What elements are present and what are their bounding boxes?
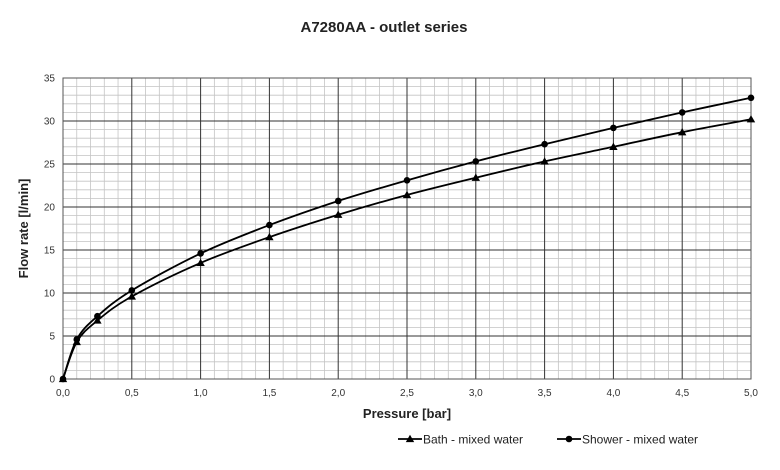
data-point: [94, 312, 101, 320]
x-tick-label: 3,5: [538, 388, 552, 399]
x-axis-ticks: 0,0 0,5 1,0 1,5 2,0 2,5 3,0 3,5 4,0 4,5 5,0: [56, 388, 758, 399]
series-layer: [58, 94, 756, 383]
data-point: [59, 375, 67, 383]
x-tick-label: 0,0: [56, 388, 70, 399]
data-point: [678, 127, 687, 136]
x-tick-label: 2,5: [400, 388, 414, 399]
data-point: [471, 173, 480, 181]
x-tick-label: 3,0: [469, 388, 483, 399]
data-point: [93, 316, 102, 324]
y-tick-label: 15: [44, 246, 56, 257]
x-tick-label: 1,5: [262, 388, 276, 399]
x-tick-label: 2,0: [331, 388, 345, 399]
y-tick-label: 10: [44, 289, 56, 300]
data-point: [609, 142, 618, 150]
y-tick-label: 35: [44, 74, 56, 85]
data-point: [746, 115, 756, 123]
data-point: [334, 210, 343, 218]
data-point: [127, 292, 136, 300]
x-tick-label: 1,0: [194, 388, 208, 399]
data-point: [196, 258, 205, 267]
x-tick-label: 5,0: [744, 388, 758, 399]
y-axis-label: Flow rate [l/min]: [16, 179, 31, 279]
data-point: [610, 124, 617, 132]
legend-label: Shower - mixed water: [582, 433, 698, 447]
y-tick-label: 30: [44, 117, 56, 128]
y-tick-label: 20: [44, 203, 56, 214]
chart-title: A7280AA - outlet series: [300, 19, 467, 36]
grid-major: [62, 77, 752, 380]
data-point: [334, 197, 342, 205]
legend-item: Bath - mixed water: [398, 433, 523, 447]
series-triangle: [58, 115, 756, 383]
legend-label: Bath - mixed water: [423, 433, 523, 447]
y-tick-label: 25: [44, 160, 56, 171]
data-point: [197, 250, 204, 257]
series-circle: [59, 94, 755, 383]
x-tick-label: 4,0: [606, 388, 620, 399]
data-point: [540, 157, 549, 165]
x-tick-label: 0,5: [125, 388, 139, 399]
data-point: [472, 158, 480, 165]
data-point: [265, 232, 274, 241]
data-point: [541, 140, 548, 148]
x-tick-label: 4,5: [675, 388, 689, 399]
data-point: [747, 94, 755, 102]
legend-marker: [565, 435, 573, 443]
data-point: [266, 221, 273, 229]
plot-frame: [62, 77, 752, 380]
x-axis-label: Pressure [bar]: [363, 406, 451, 421]
data-point: [73, 336, 81, 343]
data-point: [128, 287, 136, 294]
y-axis-ticks: 0 5 10 15 20 25 30 35: [44, 74, 56, 386]
legend-marker: [405, 434, 415, 443]
y-tick-label: 0: [49, 375, 55, 386]
data-point: [678, 109, 686, 116]
legend: Bath - mixed water Shower - mixed water: [398, 433, 698, 447]
y-tick-label: 5: [49, 332, 55, 343]
legend-item: Shower - mixed water: [557, 433, 698, 447]
data-point: [402, 190, 412, 199]
data-point: [403, 177, 411, 184]
